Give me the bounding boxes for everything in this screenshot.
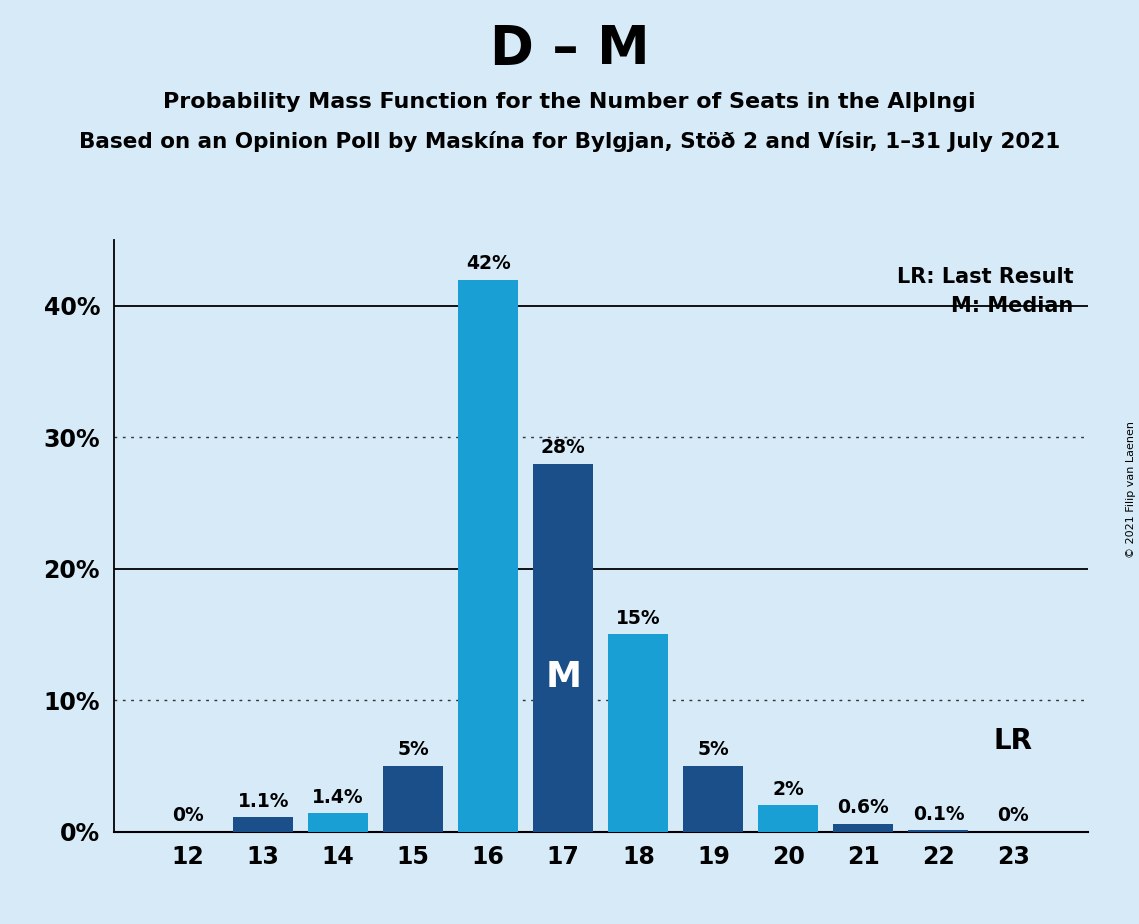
Text: 5%: 5% [398, 740, 429, 760]
Text: M: M [546, 660, 581, 694]
Text: 0.1%: 0.1% [912, 805, 965, 823]
Text: 0%: 0% [172, 806, 204, 825]
Text: 1.1%: 1.1% [237, 792, 289, 810]
Bar [533, 464, 593, 832]
Bar [383, 766, 443, 832]
Text: 0%: 0% [998, 806, 1030, 825]
Text: 1.4%: 1.4% [312, 787, 364, 807]
Text: 15%: 15% [616, 609, 661, 628]
Text: Probability Mass Function for the Number of Seats in the AlþIngi: Probability Mass Function for the Number… [163, 92, 976, 113]
Bar [909, 831, 968, 832]
Text: 0.6%: 0.6% [837, 798, 890, 817]
Bar [309, 813, 368, 832]
Bar [759, 806, 819, 832]
Text: LR: Last Result: LR: Last Result [896, 267, 1073, 286]
Text: M: Median: M: Median [951, 297, 1073, 316]
Text: 28%: 28% [541, 438, 585, 457]
Text: 5%: 5% [697, 740, 729, 760]
Text: 2%: 2% [772, 780, 804, 798]
Bar [458, 280, 518, 832]
Text: Based on an Opinion Poll by Maskína for Bylgjan, Stöð 2 and Vísir, 1–31 July 202: Based on an Opinion Poll by Maskína for … [79, 131, 1060, 152]
Text: LR: LR [994, 727, 1033, 756]
Bar [233, 817, 293, 832]
Text: 42%: 42% [466, 254, 510, 274]
Bar [683, 766, 744, 832]
Text: © 2021 Filip van Laenen: © 2021 Filip van Laenen [1126, 421, 1136, 558]
Bar [834, 823, 893, 832]
Text: D – M: D – M [490, 23, 649, 75]
Bar [608, 635, 669, 832]
